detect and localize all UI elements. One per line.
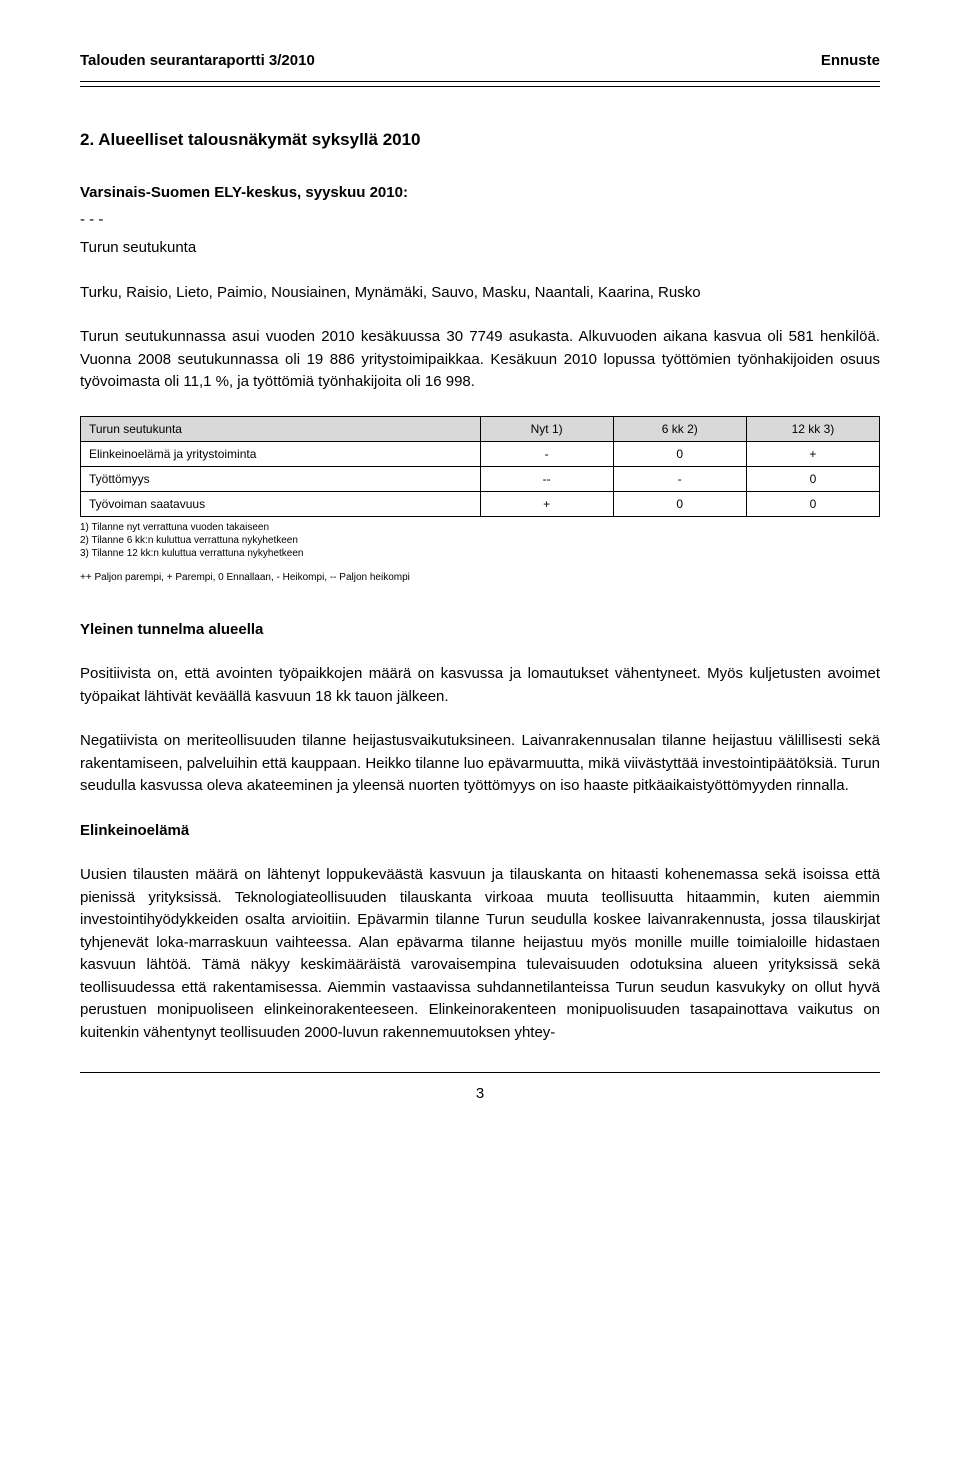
col-now: Nyt 1) [480,416,613,441]
cell: 0 [613,491,746,516]
subhead-business: Elinkeinoelämä [80,820,880,843]
cell: - [613,466,746,491]
header-right: Ennuste [821,50,880,73]
cell: 0 [746,491,879,516]
cell: -- [480,466,613,491]
stats-paragraph: Turun seutukunnassa asui vuoden 2010 kes… [80,326,880,394]
section-title: 2. Alueelliset talousnäkymät syksyllä 20… [80,127,880,153]
header-left: Talouden seurantaraportti 3/2010 [80,50,315,73]
row-label: Työvoiman saatavuus [81,491,481,516]
page-footer: 3 [80,1072,880,1106]
col-6kk: 6 kk 2) [613,416,746,441]
col-region: Turun seutukunta [81,416,481,441]
table-row: Elinkeinoelämä ja yritystoiminta - 0 + [81,441,880,466]
cell: + [480,491,613,516]
cell: + [746,441,879,466]
footnote-2: 2) Tilanne 6 kk:n kuluttua verrattuna ny… [80,534,880,547]
table-row: Työvoiman saatavuus + 0 0 [81,491,880,516]
footnote-3: 3) Tilanne 12 kk:n kuluttua verrattuna n… [80,547,880,560]
page-container: Talouden seurantaraportti 3/2010 Ennuste… [0,0,960,1136]
legend: ++ Paljon parempi, + Parempi, 0 Ennallaa… [80,570,880,585]
dashes: - - - [80,209,880,232]
cell: 0 [613,441,746,466]
table-header-row: Turun seutukunta Nyt 1) 6 kk 2) 12 kk 3) [81,416,880,441]
region-label: Turun seutukunta [80,237,880,260]
row-label: Elinkeinoelämä ja yritystoiminta [81,441,481,466]
para-general-2: Negatiivista on meriteollisuuden tilanne… [80,730,880,798]
subhead-general: Yleinen tunnelma alueella [80,619,880,642]
para-business: Uusien tilausten määrä on lähtenyt loppu… [80,864,880,1044]
outlook-table-wrap: Turun seutukunta Nyt 1) 6 kk 2) 12 kk 3)… [80,416,880,517]
page-number: 3 [476,1085,484,1102]
page-header: Talouden seurantaraportti 3/2010 Ennuste [80,50,880,82]
source-line: Varsinais-Suomen ELY-keskus, syyskuu 201… [80,182,880,205]
row-label: Työttömyys [81,466,481,491]
municipalities: Turku, Raisio, Lieto, Paimio, Nousiainen… [80,282,880,305]
outlook-table: Turun seutukunta Nyt 1) 6 kk 2) 12 kk 3)… [80,416,880,517]
cell: 0 [746,466,879,491]
cell: - [480,441,613,466]
header-underline [80,86,880,87]
col-12kk: 12 kk 3) [746,416,879,441]
footnote-1: 1) Tilanne nyt verrattuna vuoden takaise… [80,521,880,534]
para-general-1: Positiivista on, että avointen työpaikko… [80,663,880,708]
table-footnotes: 1) Tilanne nyt verrattuna vuoden takaise… [80,521,880,560]
table-row: Työttömyys -- - 0 [81,466,880,491]
